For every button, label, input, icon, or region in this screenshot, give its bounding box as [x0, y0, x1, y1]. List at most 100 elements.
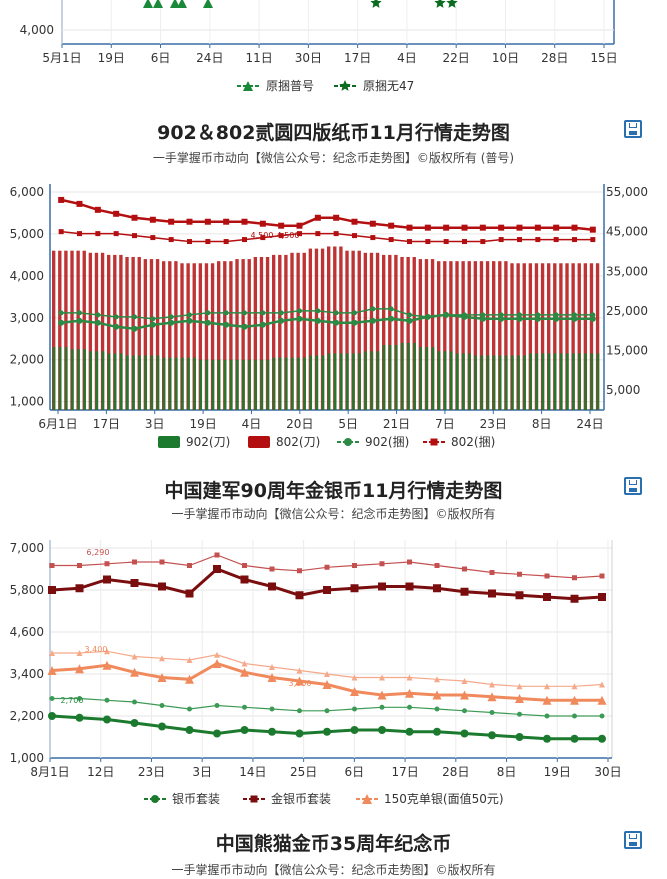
bar-802: [265, 256, 270, 410]
bar-902: [181, 357, 184, 410]
bar-902: [278, 357, 282, 410]
legend-label: 原捆无47: [363, 79, 414, 93]
bar-902: [150, 355, 154, 410]
series-1-point: [177, 0, 187, 8]
series-150g-silver-point: [405, 688, 414, 698]
data-label: 2,700: [61, 696, 84, 705]
x-tick-label: 8日: [532, 417, 552, 431]
bar-802: [308, 248, 313, 410]
x-tick-label: 22日: [443, 51, 470, 65]
series-gold-silver-upper-point: [379, 561, 385, 567]
x-tick-label: 5日: [338, 417, 358, 431]
bar-802: [314, 248, 319, 410]
bar-902: [89, 351, 93, 410]
bar-802: [168, 261, 172, 410]
series-gold-silver-point: [323, 586, 331, 594]
series-gold-silver-upper-point: [544, 573, 550, 579]
series-802-bundle-point: [479, 224, 486, 231]
bar-902: [346, 353, 349, 410]
x-tick-label: 17日: [344, 51, 371, 65]
series-150g-silver-point: [322, 680, 332, 689]
bar-902: [566, 353, 569, 410]
legend-label: 金银币套装: [271, 791, 331, 806]
series-802-bundle-point: [589, 226, 596, 233]
series-802-bundle-point: [241, 218, 248, 225]
bar-902: [498, 355, 502, 410]
series-150g-upper-point: [241, 660, 248, 667]
series-802-upper-point: [352, 233, 357, 239]
bar-802: [412, 256, 416, 410]
series-silver-upper-point: [214, 703, 220, 708]
series-802-bundle-point: [443, 224, 450, 231]
x-tick-label: 24日: [576, 417, 603, 431]
series-150g-silver-point: [377, 690, 387, 700]
bar-902: [413, 342, 416, 410]
series-902-bundle-point: [131, 325, 138, 332]
save-icon[interactable]: [624, 477, 642, 495]
series-150g-silver-point: [157, 673, 167, 682]
series-802-upper-point: [150, 235, 156, 241]
legend-label: 802(刀): [276, 435, 320, 449]
series-902-bundle-point: [424, 313, 431, 320]
y-tick-label: 4,000: [20, 23, 54, 37]
series-902-bundle-point: [204, 319, 211, 326]
series-902-upper-point: [113, 314, 119, 320]
series-802-upper-point: [535, 237, 541, 243]
bar-902: [590, 353, 594, 410]
bar-802: [290, 252, 294, 410]
bar-902: [132, 355, 135, 410]
bar-902: [517, 355, 520, 410]
x-tick-label: 4日: [242, 417, 262, 431]
series-silver-set-point: [240, 726, 249, 734]
series-gold-silver-upper-point: [187, 563, 192, 568]
bar-902: [596, 353, 600, 410]
series-gold-silver-point: [350, 584, 359, 593]
bar-802: [296, 252, 300, 410]
x-tick-label: 30日: [295, 51, 322, 65]
series-150g-upper-point: [461, 678, 468, 684]
x-tick-label: 6日: [345, 765, 365, 779]
bar-902: [425, 347, 429, 410]
series-902-upper-point: [370, 306, 376, 312]
series-1-point: [203, 0, 213, 8]
series-silver-set-point: [158, 722, 166, 731]
series-gold-silver-point: [268, 582, 276, 591]
series-150g-upper-point: [599, 681, 605, 688]
series-150g-upper-point: [76, 650, 83, 656]
series-150g-upper-point: [406, 674, 413, 681]
save-icon[interactable]: [624, 120, 642, 138]
bar-802: [504, 261, 508, 410]
bar-902: [95, 351, 99, 410]
series-gold-silver-point: [570, 594, 579, 603]
series-802-bundle-point: [149, 216, 156, 223]
series-802-upper-point: [205, 239, 211, 245]
series-silver-upper-point: [269, 706, 275, 712]
bar-802: [437, 261, 441, 410]
series-802-upper-point: [553, 237, 559, 243]
series-gold-silver-upper-point: [297, 568, 302, 574]
bar-802: [492, 261, 496, 410]
series-802-upper-point: [260, 235, 266, 241]
bar-802: [553, 263, 557, 410]
bar-902: [193, 357, 196, 410]
x-tick-label: 19日: [189, 417, 216, 431]
series-1-point: [153, 0, 163, 8]
series-150g-silver-point: [47, 666, 57, 675]
series-902-upper-point: [242, 310, 247, 316]
series-802-bundle-point: [516, 224, 523, 231]
series-gold-silver-point: [48, 586, 56, 594]
bar-802: [247, 259, 251, 410]
series-902-upper-point: [205, 310, 211, 316]
series-802-upper-point: [498, 237, 504, 243]
bar-902: [242, 359, 245, 410]
bar-802: [76, 250, 80, 410]
series-150g-upper-point: [489, 681, 495, 688]
bar-902: [126, 355, 129, 410]
bar-902: [236, 359, 239, 410]
save-icon[interactable]: [624, 831, 642, 849]
y-tick-label: 2,000: [10, 353, 44, 367]
bar-802: [540, 263, 545, 410]
series-902-upper-point: [407, 312, 412, 318]
series-gold-silver-upper-point: [49, 563, 55, 568]
series-902-bundle-point: [406, 317, 413, 324]
